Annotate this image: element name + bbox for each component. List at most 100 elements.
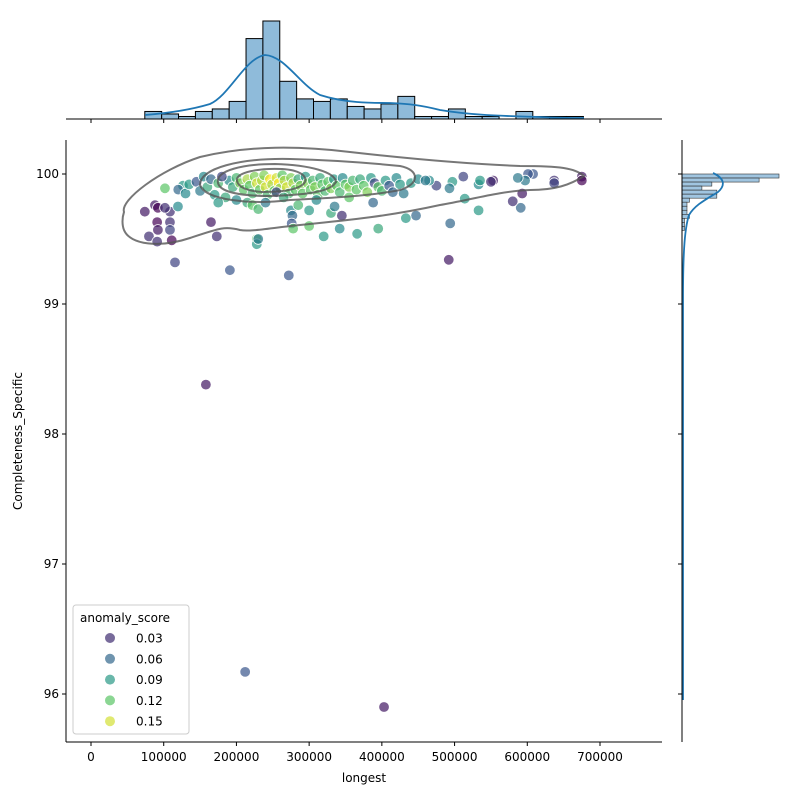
legend-frame [72,604,190,735]
scatter-point [367,196,379,209]
scatter-point [159,202,171,214]
x-histogram-bar [447,108,466,120]
legend: anomaly_score 0.03 0.06 0.09 0.12 0.15 [72,604,190,735]
x-tick-label: 400000 [359,750,405,764]
x-histogram-bar [380,103,399,120]
scatter-point [139,205,151,218]
y-axis-label: Completeness_Specific [11,372,25,510]
x-histogram-bar [194,110,213,120]
x-histogram-bar [211,108,230,120]
y-marginal-histogram [681,173,780,231]
x-histogram-bar [346,105,365,120]
legend-label: 0.03 [136,632,163,646]
scatter-point [151,235,163,248]
scatter-point [252,203,264,215]
x-marginal-kde-line [144,54,585,119]
scatter-point [444,217,456,230]
x-tick-label: 600000 [504,750,550,764]
y-marginal-ticks [678,173,682,695]
scatter-point [200,378,212,391]
scatter-point [443,182,456,195]
scatter-point [457,170,469,183]
x-axis-label: longest [342,771,387,785]
scatter-point [152,224,164,236]
scatter-point [252,233,264,245]
scatter-point [159,182,171,195]
scatter-point [172,200,184,213]
scatter-point [419,174,432,187]
x-tick-label: 500000 [432,750,478,764]
scatter-point [292,199,304,211]
scatter-point [303,220,315,232]
y-tick-label: 96 [44,687,59,701]
scatter-point [443,254,455,266]
legend-marker [105,674,115,685]
scatter-point [351,228,363,240]
scatter-point [169,256,181,269]
x-histogram-bar [228,100,247,120]
y-marginal-kde-line [682,172,724,700]
scatter-point [507,195,519,208]
x-tick-label: 100000 [141,750,187,764]
x-tick-label: 200000 [214,750,260,764]
x-marginal-ticks [90,119,601,123]
y-tick-label: 100 [36,167,59,181]
x-tick-label: 700000 [577,750,623,764]
scatter-point [216,170,228,183]
x-histogram-bar [397,95,416,120]
scatter-point [303,204,315,217]
scatter-point [372,222,384,235]
scatter-point [472,204,485,217]
kde-contour-outer [121,146,586,245]
kde-contour-2 [198,157,416,203]
scatter-point [211,230,223,243]
kde-contour-inner [236,167,307,194]
y-axis-ticks: 96 97 98 99 100 [36,167,66,701]
kde-contour-3 [216,162,338,198]
scatter-points [139,168,588,713]
legend-label: 0.09 [136,673,163,687]
legend-marker [105,716,115,727]
legend-marker [105,695,115,706]
legend-label: 0.15 [136,715,163,729]
kde-contours [121,146,586,245]
x-histogram-bar [262,20,281,120]
scatter-point [143,230,155,243]
scatter-point [328,200,341,213]
y-histogram-bar [681,173,780,179]
x-histogram-bar [161,113,180,120]
y-tick-label: 99 [44,297,59,311]
scatter-point [317,230,330,243]
scatter-point [224,264,236,276]
x-marginal-histogram [144,20,584,120]
scatter-point [283,269,295,282]
scatter-point [310,194,323,206]
x-histogram-bar [363,108,382,120]
y-histogram-bar [681,181,713,187]
scatter-point [512,172,524,184]
scatter-point [333,222,346,235]
scatter-point [378,701,390,713]
legend-marker [105,653,115,664]
x-histogram-bar [313,100,331,120]
y-histogram-bar [681,189,718,195]
legend-marker [105,633,115,643]
scatter-point [410,209,422,222]
y-tick-label: 98 [44,427,59,441]
scatter-point [474,174,486,187]
scatter-point [400,212,412,224]
y-histogram-bar [681,205,688,211]
scatter-point [485,176,497,188]
x-histogram-bar [296,98,315,120]
y-histogram-bar [681,201,688,207]
scatter-point [515,202,527,214]
x-axis-ticks: 0 100000 200000 300000 400000 500000 600000 700… [87,742,623,764]
scatter-point [205,216,217,228]
x-histogram-bar [245,38,264,120]
y-histogram-bar [681,209,688,215]
y-tick-label: 97 [44,557,59,571]
legend-label: 0.12 [136,694,163,708]
scatter-point [164,224,176,236]
x-tick-label: 0 [87,750,95,764]
